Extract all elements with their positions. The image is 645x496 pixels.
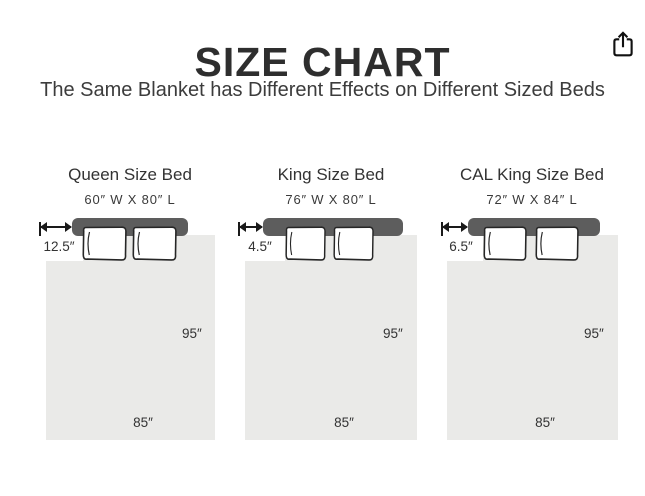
pillow-icon — [82, 226, 127, 261]
page-title: SIZE CHART — [194, 39, 451, 86]
blanket-length-measurement: 95″ — [383, 326, 403, 341]
pillow-icon — [132, 226, 177, 261]
share-icon — [608, 29, 638, 59]
label-background — [46, 235, 83, 261]
blanket-width-measurement: 85″ — [334, 415, 354, 430]
blanket-length-measurement: 95″ — [584, 326, 604, 341]
bed-dimensions: 60″ W X 80″ L — [84, 192, 176, 207]
pillow-icon — [333, 226, 374, 261]
pillow-icon — [285, 226, 326, 261]
overhang-arrow-icon — [238, 222, 263, 236]
pillow-icon — [535, 226, 579, 261]
label-background — [245, 235, 285, 261]
pillow-icon — [483, 226, 527, 261]
overhang-measurement: 4.5″ — [248, 239, 272, 254]
share-button[interactable] — [608, 29, 638, 59]
overhang-measurement: 12.5″ — [43, 239, 75, 254]
overhang-arrow-icon — [441, 222, 468, 236]
overhang-measurement: 6.5″ — [449, 239, 473, 254]
blanket — [46, 235, 215, 440]
bed-name: Queen Size Bed — [68, 165, 192, 184]
label-background — [447, 235, 483, 261]
blanket-width-measurement: 85″ — [133, 415, 153, 430]
bed-dimensions: 76″ W X 80″ L — [285, 192, 377, 207]
blanket-width-measurement: 85″ — [535, 415, 555, 430]
king-bed-panel: King Size Bed 76″ W X 80″ L 4.5″ 95″ 85″ — [231, 160, 431, 460]
blanket — [245, 235, 417, 440]
page-subtitle: The Same Blanket has Different Effects o… — [40, 79, 605, 101]
bed-dimensions: 72″ W X 84″ L — [486, 192, 578, 207]
blanket — [447, 235, 618, 440]
bed-name: CAL King Size Bed — [460, 165, 604, 184]
blanket-length-measurement: 95″ — [182, 326, 202, 341]
overhang-arrow-icon — [39, 222, 72, 236]
bed-name: King Size Bed — [277, 165, 385, 184]
queen-bed-panel: Queen Size Bed 60″ W X 80″ L 12.5″ 95″ 8… — [30, 160, 230, 460]
cal-king-bed-panel: CAL King Size Bed 72″ W X 84″ L 6.5″ 95″… — [432, 160, 632, 460]
